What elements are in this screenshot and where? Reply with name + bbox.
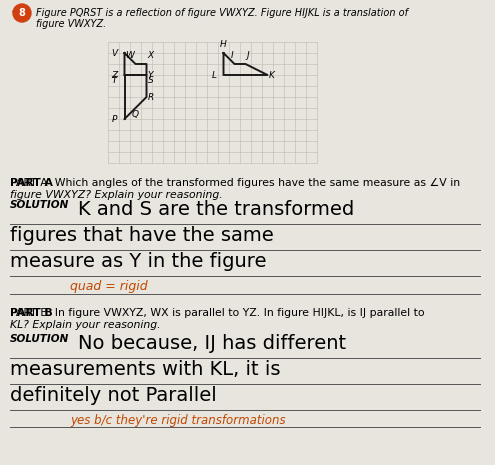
Text: figure VWXYZ.: figure VWXYZ. — [36, 19, 106, 29]
Text: SOLUTION: SOLUTION — [10, 334, 69, 344]
Text: PART A  Which angles of the transformed figures have the same measure as ∠V in: PART A Which angles of the transformed f… — [10, 178, 460, 188]
Text: PART B: PART B — [10, 308, 53, 318]
Text: Z: Z — [111, 71, 117, 80]
Text: Figure PQRST is a reflection of figure VWXYZ. Figure HIJKL is a translation of: Figure PQRST is a reflection of figure V… — [36, 8, 408, 18]
Text: yes b/c they're rigid transformations: yes b/c they're rigid transformations — [70, 414, 286, 427]
Text: Q: Q — [132, 110, 139, 119]
Text: measure as Y in the figure: measure as Y in the figure — [10, 252, 266, 271]
Text: No because, IJ has different: No because, IJ has different — [78, 334, 346, 353]
Text: W: W — [126, 51, 135, 60]
Text: measurements with KL, it is: measurements with KL, it is — [10, 360, 281, 379]
Text: V: V — [111, 48, 117, 58]
Text: S: S — [148, 76, 153, 85]
Text: K and S are the transformed: K and S are the transformed — [78, 200, 354, 219]
Circle shape — [13, 4, 31, 22]
Text: P: P — [112, 114, 117, 124]
Text: figures that have the same: figures that have the same — [10, 226, 274, 245]
Text: KL? Explain your reasoning.: KL? Explain your reasoning. — [10, 320, 160, 330]
Text: J: J — [247, 51, 249, 60]
Text: R: R — [148, 93, 154, 101]
Text: H: H — [220, 40, 227, 49]
Text: X: X — [148, 51, 153, 60]
Text: Y: Y — [148, 71, 153, 80]
Text: figure VWXYZ? Explain your reasoning.: figure VWXYZ? Explain your reasoning. — [10, 190, 223, 200]
Text: •: • — [10, 7, 16, 17]
Text: T: T — [112, 76, 117, 85]
Text: SOLUTION: SOLUTION — [10, 200, 69, 210]
Text: quad = rigid: quad = rigid — [70, 280, 148, 293]
Text: L: L — [211, 71, 216, 80]
Text: 8: 8 — [19, 8, 25, 18]
Text: PART B  In figure VWXYZ, WX is parallel to YZ. In figure HIJKL, is IJ parallel t: PART B In figure VWXYZ, WX is parallel t… — [10, 308, 425, 318]
Text: definitely not Parallel: definitely not Parallel — [10, 386, 217, 405]
Text: K: K — [268, 71, 274, 80]
Text: I: I — [231, 51, 234, 60]
Text: PART A: PART A — [10, 178, 53, 188]
